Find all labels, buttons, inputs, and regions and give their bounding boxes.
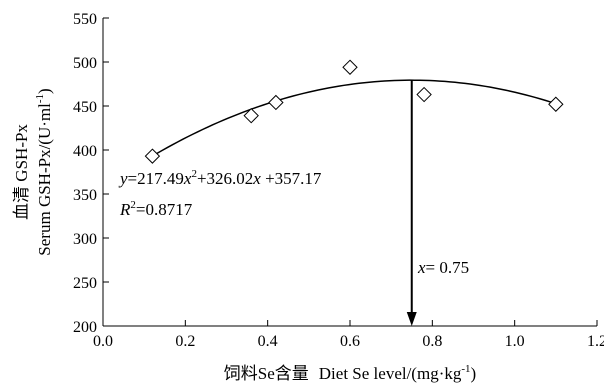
x-tick-label: 1.0	[505, 333, 525, 350]
optimum-arrow-head	[406, 312, 417, 326]
x-tick-label: 0.6	[340, 333, 360, 350]
data-point	[548, 96, 564, 112]
y-axis-label-cn: 血清 GSH-Px	[12, 124, 31, 220]
regression-equation: y=217.49x2+326.02x +357.17	[118, 168, 322, 188]
r-squared: R2=0.8717	[119, 199, 193, 219]
data-point	[342, 59, 358, 75]
y-tick-label: 200	[73, 319, 97, 336]
data-point	[243, 107, 259, 124]
y-tick-label: 300	[73, 231, 97, 248]
y-tick-label: 500	[73, 55, 97, 72]
y-tick-label: 250	[73, 275, 97, 292]
y-ticks: 200 250 300 350 400 450 500 550	[73, 11, 109, 336]
data-points	[144, 59, 564, 164]
y-tick-label: 350	[73, 187, 97, 204]
x-tick-label: 0.0	[93, 333, 113, 350]
x-ticks: 0.0 0.2 0.4 0.6 0.8 1.0 1.2	[93, 320, 604, 350]
x-tick-label: 0.4	[258, 333, 278, 350]
y-tick-label: 550	[73, 11, 97, 28]
fit-curve	[152, 79, 557, 157]
y-tick-label: 400	[73, 143, 97, 160]
x-tick-label: 0.8	[422, 333, 442, 350]
x-tick-label: 0.2	[175, 333, 195, 350]
x-axis-label: 饲料Se含量 Diet Se level/(mg·kg-1)	[224, 363, 476, 383]
y-axis-label-en: Serum GSH-Px/(U·ml-1)	[34, 88, 54, 255]
y-tick-label: 450	[73, 99, 97, 116]
data-point	[268, 94, 284, 111]
data-point	[144, 148, 161, 164]
x-tick-label: 1.2	[587, 333, 604, 350]
optimum-annotation: x= 0.75	[417, 258, 469, 277]
data-point	[416, 86, 432, 103]
